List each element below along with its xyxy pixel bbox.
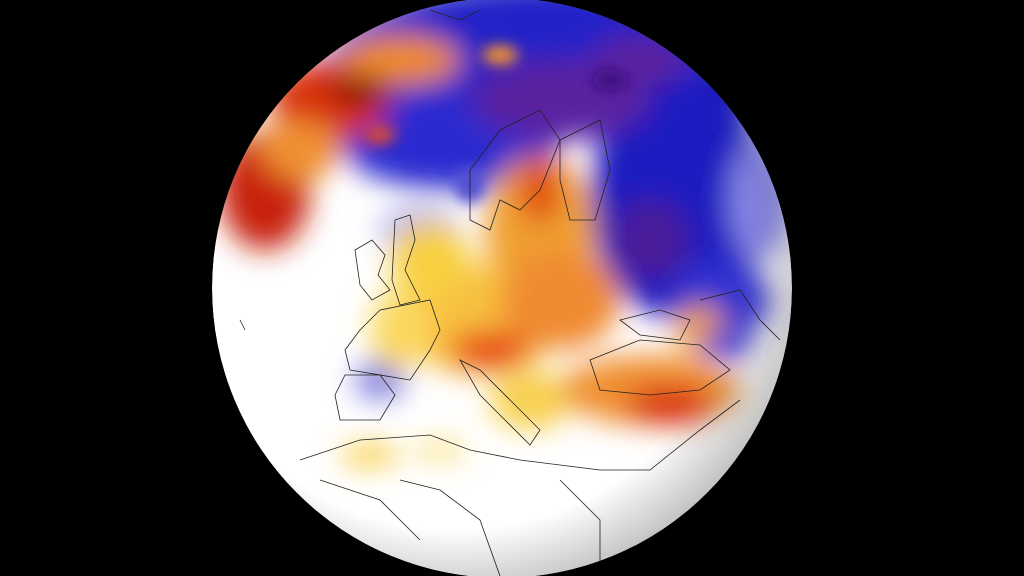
globe-shading	[212, 0, 792, 576]
globe	[212, 0, 792, 576]
